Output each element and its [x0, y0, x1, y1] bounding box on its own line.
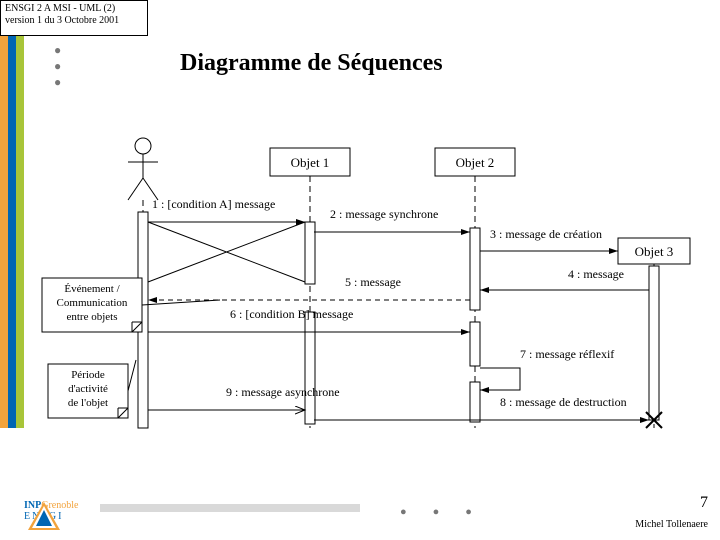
- svg-text:Communication: Communication: [57, 297, 128, 309]
- svg-text:de l'objet: de l'objet: [68, 397, 108, 409]
- svg-text:entre objets: entre objets: [66, 311, 117, 323]
- diagram-svg: Objet 1 Objet 2 Objet 3 1 : [condition A] m…: [0, 0, 720, 540]
- svg-text:Période: Période: [71, 369, 105, 381]
- svg-text:7 : message réflexif: 7 : message réflexif: [520, 347, 614, 361]
- footer-dots: ●●●: [400, 506, 498, 518]
- svg-text:Objet 1: Objet 1: [291, 155, 330, 170]
- svg-text:Objet 3: Objet 3: [635, 244, 674, 259]
- svg-text:3 : message de création: 3 : message de création: [490, 227, 602, 241]
- svg-text:8 : message de destruction: 8 : message de destruction: [500, 395, 627, 409]
- svg-text:2 : message synchrone: 2 : message synchrone: [330, 207, 438, 221]
- svg-text:1 : [condition A] message: 1 : [condition A] message: [152, 197, 275, 211]
- svg-text:d'activité: d'activité: [68, 383, 108, 395]
- svg-text:9 : message asynchrone: 9 : message asynchrone: [226, 385, 340, 399]
- author: Michel Tollenaere: [635, 519, 708, 530]
- logo: INPGrenoble ENSGI: [24, 500, 78, 522]
- svg-text:5 : message: 5 : message: [345, 275, 401, 289]
- footer-bar: [100, 504, 360, 512]
- svg-text:Objet 2: Objet 2: [456, 155, 495, 170]
- svg-text:6 : [condition B] message: 6 : [condition B] message: [230, 307, 353, 321]
- svg-text:Événement /: Événement /: [64, 283, 120, 295]
- page-number: 7: [700, 494, 708, 512]
- svg-text:4 : message: 4 : message: [568, 267, 624, 281]
